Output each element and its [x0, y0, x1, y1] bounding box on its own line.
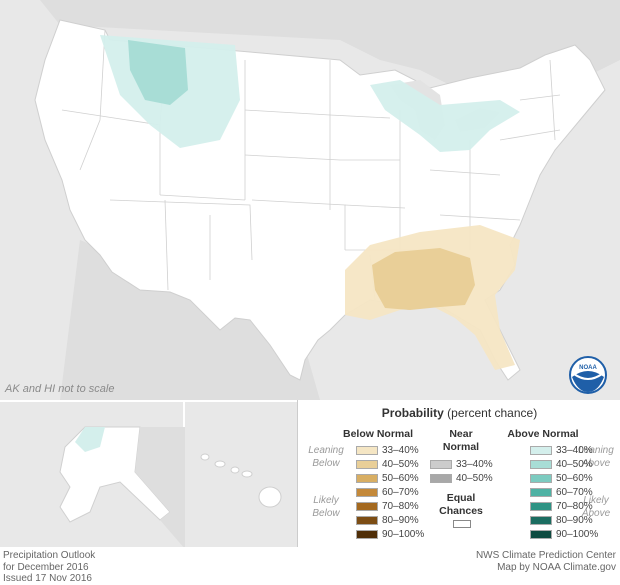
below-normal-swatch: [356, 487, 378, 497]
above-normal-label: 70–80%: [556, 500, 593, 512]
near-normal-swatch: [430, 473, 452, 483]
above-normal-label: 33–40%: [556, 444, 593, 456]
alaska-panel: [0, 400, 185, 549]
above-normal-swatch: [530, 529, 552, 539]
above-normal-swatch: [530, 515, 552, 525]
above-normal-row: 40–50%: [530, 458, 593, 470]
above-normal-swatch: [530, 459, 552, 469]
noaa-logo: NOAA: [569, 356, 607, 394]
leaning-above-label: Leaning Above: [578, 445, 614, 469]
below-normal-label: 40–50%: [382, 458, 419, 470]
below-normal-swatch: [356, 501, 378, 511]
below-normal-label: 50–60%: [382, 472, 419, 484]
below-normal-row: 33–40%: [356, 444, 419, 456]
below-normal-row: 70–80%: [356, 500, 419, 512]
below-normal-label: 80–90%: [382, 514, 419, 526]
below-normal-label: 70–80%: [382, 500, 419, 512]
above-normal-row: 70–80%: [530, 500, 593, 512]
above-leaning-great-lakes: [370, 80, 520, 152]
above-normal-swatch: [530, 487, 552, 497]
below-normal-swatch: [356, 529, 378, 539]
canada-land-ak: [135, 427, 185, 549]
conus-map-svg: NOAA: [34, 19, 607, 394]
equal-chances-label: Equal Chances: [439, 492, 483, 517]
above-normal-swatch: [530, 501, 552, 511]
below-40-50-deep-south: [372, 248, 475, 310]
near-normal-label: 40–50%: [456, 472, 493, 484]
likely-below-label: Likely Below: [312, 495, 340, 519]
below-normal-row: 90–100%: [356, 528, 424, 540]
above-normal-swatch: [530, 473, 552, 483]
footer: Precipitation Outlook for December 2016 …: [0, 547, 620, 585]
above-normal-label: 80–90%: [556, 514, 593, 526]
above-normal-row: 50–60%: [530, 472, 593, 484]
hawaii-islands: [200, 453, 282, 508]
near-normal-header: Near Normal: [442, 428, 480, 453]
above-normal-label: 40–50%: [556, 458, 593, 470]
likely-above-label: Likely Above: [581, 495, 611, 519]
alaska-map-svg: [59, 426, 185, 549]
hawaii-map-svg: [200, 453, 282, 508]
below-normal-header: Below Normal: [342, 428, 413, 440]
above-normal-row: 90–100%: [530, 528, 598, 540]
above-normal-row: 80–90%: [530, 514, 593, 526]
below-normal-label: 33–40%: [382, 444, 419, 456]
hawaii-panel: [185, 400, 297, 547]
outlook-info: Precipitation Outlook for December 2016 …: [3, 550, 96, 584]
below-normal-row: 80–90%: [356, 514, 419, 526]
below-normal-label: 60–70%: [382, 486, 419, 498]
above-40-50-montana: [128, 40, 188, 105]
conus-map: NOAA AK and HI not to scale: [5, 19, 607, 395]
near-normal-row: 40–50%: [430, 472, 493, 484]
scale-note: AK and HI not to scale: [5, 383, 115, 395]
alaska-above-leaning: [75, 427, 105, 452]
above-normal-label: 60–70%: [556, 486, 593, 498]
leaning-below-label: Leaning Below: [308, 445, 344, 469]
below-normal-swatch: [356, 445, 378, 455]
below-normal-row: 60–70%: [356, 486, 419, 498]
near-normal-label: 33–40%: [456, 458, 493, 470]
legend: Probability (percent chance) Below Norma…: [297, 400, 620, 547]
below-normal-label: 90–100%: [382, 528, 425, 540]
equal-chances-swatch: [453, 520, 471, 528]
below-normal-row: 40–50%: [356, 458, 419, 470]
below-normal-row: 50–60%: [356, 472, 419, 484]
near-normal-row: 33–40%: [430, 458, 493, 470]
credits: NWS Climate Prediction Center Map by NOA…: [475, 550, 616, 573]
above-normal-header: Above Normal: [507, 428, 579, 440]
above-normal-row: 33–40%: [530, 444, 593, 456]
svg-text:NOAA: NOAA: [579, 365, 597, 371]
below-normal-swatch: [356, 473, 378, 483]
below-normal-swatch: [356, 459, 378, 469]
above-normal-label: 90–100%: [556, 528, 599, 540]
near-normal-swatch: [430, 459, 452, 469]
above-normal-row: 60–70%: [530, 486, 593, 498]
legend-title: Probability (percent chance): [381, 406, 538, 420]
above-normal-swatch: [530, 445, 552, 455]
above-normal-label: 50–60%: [556, 472, 593, 484]
below-normal-swatch: [356, 515, 378, 525]
